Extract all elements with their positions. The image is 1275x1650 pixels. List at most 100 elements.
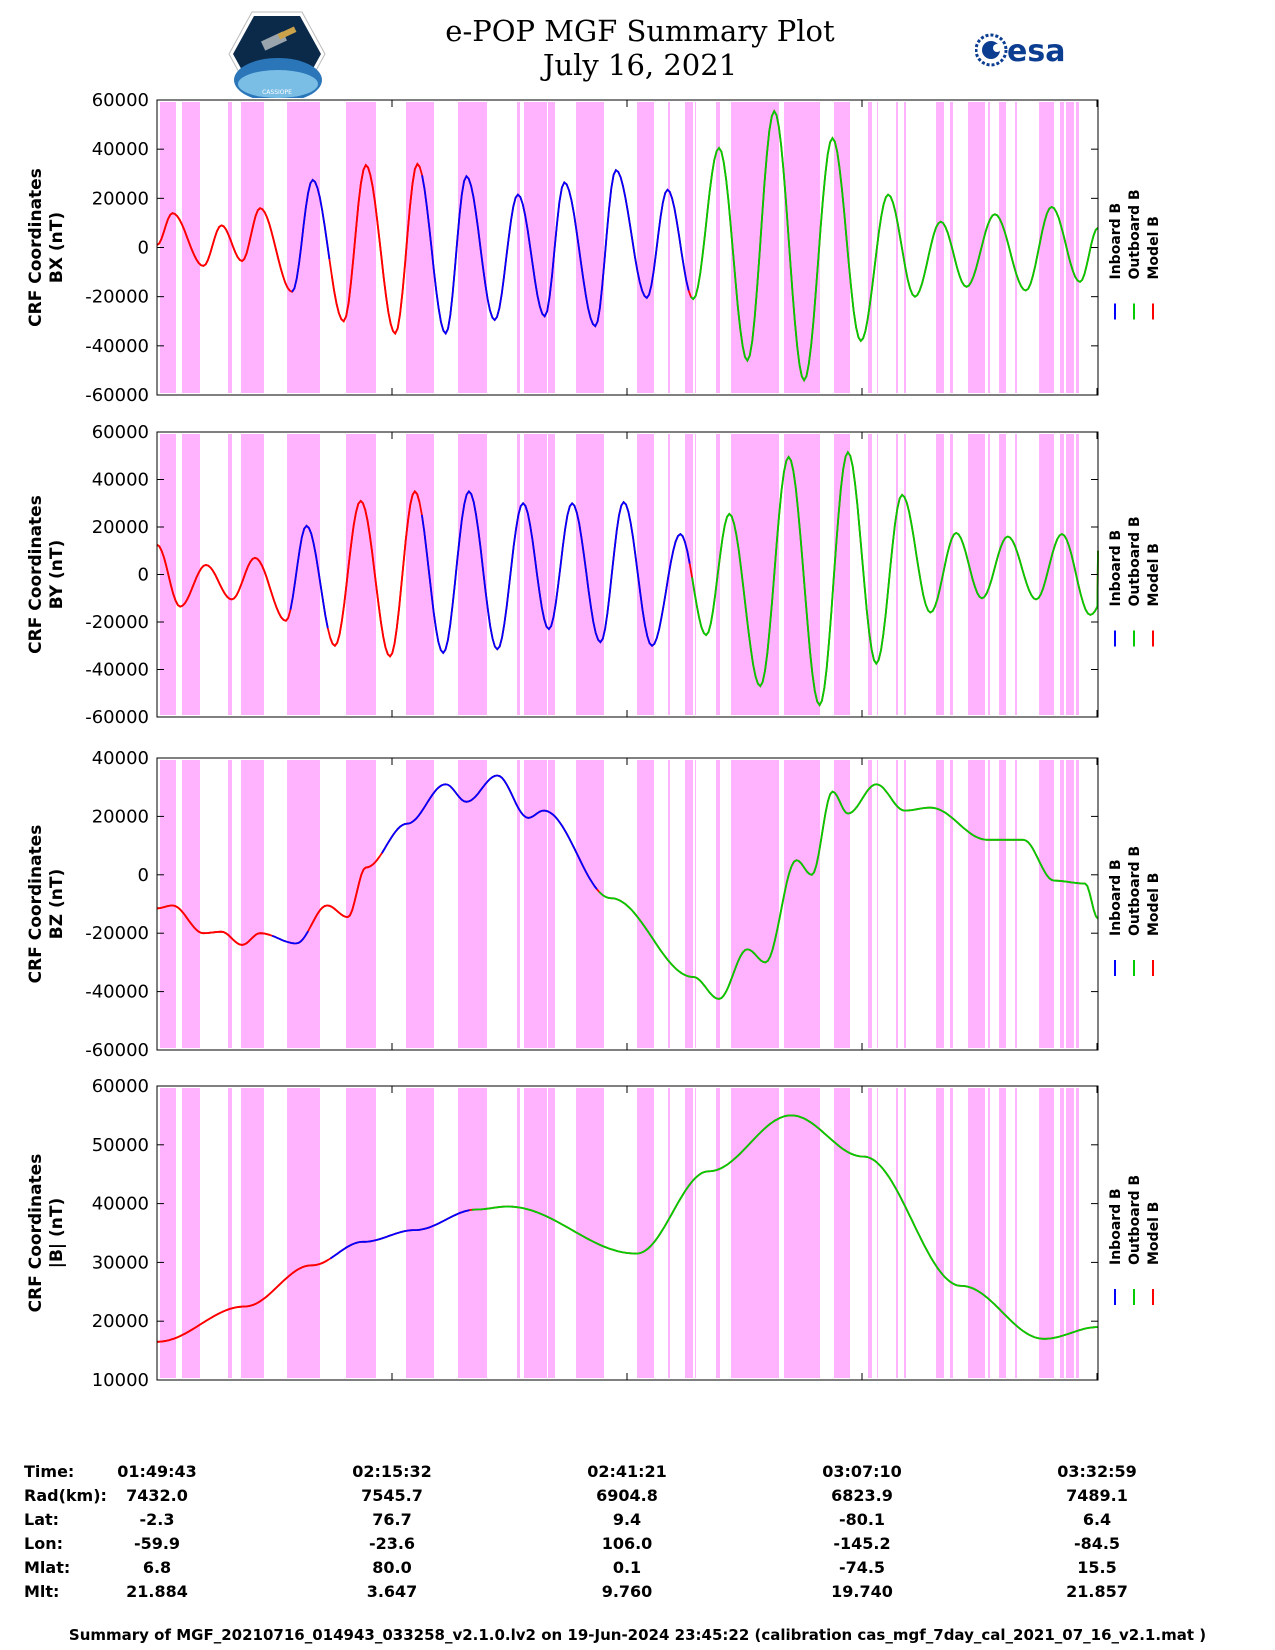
info-cell: 76.7	[372, 1510, 412, 1529]
y-tick-label: 0	[138, 565, 149, 586]
shade-band	[834, 434, 850, 715]
info-cell: -2.3	[139, 1510, 175, 1529]
shade-band	[458, 102, 487, 393]
info-row-label: Lon:	[24, 1534, 63, 1553]
shade-band	[1060, 760, 1064, 1048]
shade-band	[287, 102, 320, 393]
shade-band	[346, 102, 376, 393]
shade-band	[517, 434, 520, 715]
info-cell: 03:32:59	[1057, 1462, 1137, 1481]
y-tick-label: -20000	[85, 287, 149, 308]
info-cell: 6823.9	[831, 1486, 893, 1505]
shade-band	[524, 1088, 547, 1378]
legend-label: Model B	[1146, 543, 1162, 606]
shade-band	[637, 1088, 654, 1378]
legend-label: Model B	[1146, 873, 1162, 936]
inboard-series-line	[381, 774, 598, 890]
y-tick-label: -60000	[85, 385, 149, 406]
shade-band	[904, 1088, 906, 1378]
legend-label: Model B	[1146, 216, 1162, 279]
shade-band	[968, 760, 985, 1048]
model-overlay-line	[156, 1259, 329, 1343]
info-row-label: Rad(km):	[24, 1486, 107, 1505]
panel-1: -60000 -40000 -20000 0 20000 40000 60000 CRF Co…	[26, 422, 1162, 728]
shade-band	[160, 1088, 176, 1378]
shade-band	[731, 760, 779, 1048]
model-overlay-line	[156, 904, 270, 946]
shade-band	[668, 1088, 670, 1378]
info-cell: 6904.8	[596, 1486, 658, 1505]
y-axis-label-line2: BZ (nT)	[47, 869, 67, 939]
legend-label: Inboard B	[1108, 203, 1124, 280]
shade-band	[1066, 760, 1074, 1048]
y-tick-label: 60000	[92, 1076, 149, 1097]
info-cell: 02:41:21	[587, 1462, 667, 1481]
inboard-series-line	[289, 524, 329, 629]
y-tick-label: 50000	[92, 1135, 149, 1156]
shade-band	[1066, 434, 1074, 715]
y-tick-label: 20000	[92, 188, 149, 209]
info-row-label: Mlt:	[24, 1582, 60, 1601]
y-axis-label-line1: CRF Coordinates	[26, 168, 46, 327]
shade-band	[637, 102, 654, 393]
y-tick-label: -20000	[85, 923, 149, 944]
shade-band	[1076, 102, 1079, 393]
shade-band	[834, 760, 850, 1048]
shade-band	[877, 760, 878, 1048]
shade-band	[784, 760, 820, 1048]
inboard-series-line	[329, 1209, 470, 1260]
shade-band	[524, 102, 547, 393]
shade-band	[936, 434, 944, 715]
shade-band	[346, 434, 376, 715]
y-tick-label: 40000	[92, 1194, 149, 1215]
y-tick-label: 30000	[92, 1252, 149, 1273]
shade-band	[346, 760, 376, 1048]
shade-band	[160, 760, 176, 1048]
shade-band	[877, 434, 878, 715]
shade-band	[904, 102, 906, 393]
shade-band	[406, 102, 434, 393]
outboard-series-line	[691, 450, 1099, 707]
info-cell: 19.740	[831, 1582, 893, 1601]
shade-band	[685, 760, 693, 1048]
info-cell: 6.8	[142, 1558, 172, 1577]
y-tick-label: 60000	[92, 422, 149, 443]
shade-band	[458, 760, 487, 1048]
shade-band	[1015, 1088, 1017, 1378]
info-row-label: Time:	[24, 1462, 75, 1481]
esa-logo: esa	[975, 33, 1065, 69]
legend-label: Inboard B	[1108, 530, 1124, 607]
shade-band	[637, 760, 654, 1048]
shade-band	[406, 760, 434, 1048]
shade-band	[1076, 1088, 1079, 1378]
legend-label: Model B	[1146, 1202, 1162, 1265]
panel-2: -60000 -40000 -20000 0 20000 40000 CRF Coordin…	[26, 748, 1162, 1061]
shade-band	[548, 1088, 555, 1378]
legend-label: Outboard B	[1127, 846, 1143, 936]
y-axis-label-line1: CRF Coordinates	[26, 1154, 46, 1313]
shade-band	[1060, 1088, 1064, 1378]
shade-band	[904, 434, 906, 715]
shade-band	[685, 1088, 693, 1378]
shade-band	[228, 760, 232, 1048]
shade-band	[896, 760, 898, 1048]
shade-band	[988, 1088, 990, 1378]
shade-band	[936, 102, 944, 393]
y-tick-label: 20000	[92, 517, 149, 538]
shade-band	[950, 760, 953, 1048]
shade-band	[406, 1088, 434, 1378]
y-axis-label-line2: BY (nT)	[47, 540, 67, 610]
shade-band	[999, 102, 1006, 393]
info-cell: 7432.0	[126, 1486, 188, 1505]
shade-band	[695, 434, 696, 715]
info-cell: 7545.7	[361, 1486, 423, 1505]
y-tick-label: -60000	[85, 707, 149, 728]
shade-band	[685, 434, 693, 715]
info-cell: 106.0	[601, 1534, 653, 1553]
shade-band	[228, 1088, 232, 1378]
shade-band	[241, 760, 264, 1048]
y-axis-label-line1: CRF Coordinates	[26, 495, 46, 654]
shade-band	[896, 434, 898, 715]
shade-band	[548, 102, 555, 393]
